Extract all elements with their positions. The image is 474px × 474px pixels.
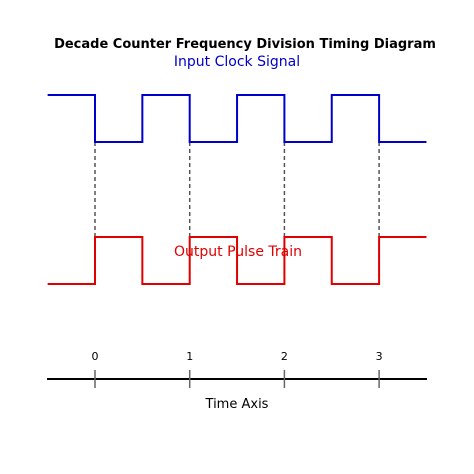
time-axis-ticks: 0 1 2 3 — [92, 350, 383, 388]
axis-tick-label-3: 3 — [376, 350, 383, 363]
output-signal-label: Output Pulse Train — [174, 244, 302, 260]
diagram-title: Decade Counter Frequency Division Timing… — [54, 37, 436, 52]
axis-tick-label-1: 1 — [186, 350, 193, 363]
input-signal-label: Input Clock Signal — [174, 54, 300, 70]
axis-tick-label-0: 0 — [92, 350, 99, 363]
axis-tick-label-2: 2 — [281, 350, 288, 363]
output-pulse-waveform — [47, 236, 427, 285]
input-clock-waveform — [47, 94, 427, 143]
guide-lines — [94, 142, 380, 284]
time-axis-label: Time Axis — [205, 397, 269, 412]
